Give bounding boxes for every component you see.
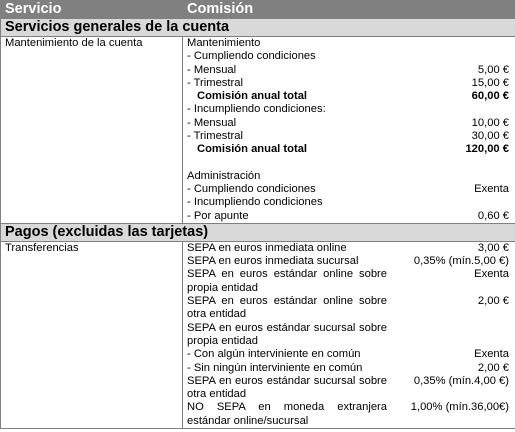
fee-line-value: 30,00 € [471, 130, 509, 143]
fee-line-value: Exenta [474, 268, 509, 281]
fee-line-value: 15,00 € [471, 76, 509, 89]
fee-line-value: 0,35% (mín.5,00 €) [413, 255, 509, 268]
fee-line-value: 5,00 € [477, 63, 509, 76]
fee-line-value [509, 196, 511, 209]
fee-line-label: SEPA en euros estándar online sobre otra… [187, 295, 387, 321]
fee-line-label: SEPA en euros estándar sucursal sobre pr… [187, 321, 387, 347]
fee-line: Comisión anual total 120,00 € [187, 143, 511, 156]
fee-line-label: - Incumpliendo condiciones [187, 196, 323, 209]
service-name: Mantenimiento de la cuenta [0, 36, 183, 224]
fee-line: - Sin ningún interviniente en común 2,00 … [187, 362, 511, 375]
fee-line-label: - Incumpliendo condiciones: [187, 103, 326, 116]
fee-line-label: - Trimestral [187, 76, 243, 89]
fee-line: SEPA en euros inmediata online 3,00 € [187, 242, 511, 255]
section-title: Pagos (excluidas las tarjetas) [0, 222, 515, 242]
fee-line: - Por apunte 0,60 € [187, 210, 511, 223]
fee-line-label: Mantenimiento [187, 37, 261, 49]
fee-line-label: - Cumpliendo condiciones [187, 50, 316, 63]
fee-line-value: Exenta [474, 348, 509, 361]
fee-line: Mantenimiento [187, 37, 511, 50]
fee-line-label: - Mensual [187, 116, 237, 129]
fee-line-label: SEPA en euros inmediata sucursal [187, 255, 359, 268]
fee-line-value [509, 322, 511, 349]
fee-line-label: - Con algún interviniente en común [187, 348, 361, 361]
fee-line: SEPA en euros estándar sucursal sobre pr… [187, 322, 511, 349]
fee-line-label: NO SEPA en moneda extranjera estándar on… [187, 401, 387, 427]
fee-line-value: 2,00 € [477, 361, 509, 374]
fee-line-value [509, 170, 511, 183]
fee-line-value: 60,00 € [471, 90, 509, 103]
fee-line: SEPA en euros estándar sucursal sobre ot… [187, 375, 511, 402]
header-fee: Comisión [182, 0, 515, 19]
fee-line-value [509, 37, 511, 50]
fee-line-value: 10,00 € [471, 116, 509, 129]
fee-line-label: - Trimestral [187, 130, 243, 143]
section-title: Servicios generales de la cuenta [0, 18, 515, 37]
fee-line-value: 3,00 € [477, 241, 509, 254]
fee-line-label: Comisión anual total [197, 143, 308, 156]
header-service: Servicio [0, 0, 183, 19]
fee-line-value: 0,60 € [477, 209, 509, 222]
table-row: Transferencias SEPA en euros inmediata on… [0, 240, 515, 430]
fee-line-label: - Por apunte [187, 209, 249, 222]
fee-line: - Mensual 5,00 € [187, 64, 511, 77]
fee-line: SEPA en euros inmediata sucursal 0,35% (m… [187, 255, 511, 268]
fee-details: SEPA en euros inmediata online 3,00 € SEPA… [182, 240, 515, 430]
service-name: Transferencias [0, 240, 183, 430]
fee-line-label: SEPA en euros inmediata online [187, 241, 347, 254]
section-header-row: Pagos (excluidas las tarjetas) [0, 222, 515, 242]
table-header-row: Servicio Comisión [0, 0, 515, 19]
fee-line: - Incumpliendo condiciones [187, 196, 511, 209]
spacer [187, 157, 511, 170]
fee-line: Administración [187, 170, 511, 183]
fee-line-value: 0,35% (mín.4,00 €) [413, 374, 509, 387]
fee-line: SEPA en euros estándar online sobre otra… [187, 295, 511, 322]
fee-line: - Cumpliendo condiciones [187, 50, 511, 63]
fee-line: - Cumpliendo condiciones Exenta [187, 183, 511, 196]
fee-line: - Con algún interviniente en común Exenta [187, 348, 511, 361]
fee-line-value [509, 50, 511, 63]
fee-line: Comisión anual total 60,00 € [187, 90, 511, 103]
fee-details: Mantenimiento - Cumpliendo condiciones - M… [182, 36, 515, 224]
fee-line-value: 2,00 € [477, 295, 509, 308]
fee-line-label: Comisión anual total [197, 90, 308, 103]
section-header-row: Servicios generales de la cuenta [0, 18, 515, 37]
fee-line-label: - Mensual [187, 63, 237, 76]
fee-line-value: Exenta [474, 182, 509, 195]
fee-line: SEPA en euros estándar online sobre prop… [187, 268, 511, 295]
fee-line: - Incumpliendo condiciones: [187, 103, 511, 116]
fee-line-value [509, 103, 511, 116]
fee-line-label: - Sin ningún interviniente en común [187, 361, 363, 374]
fee-line: NO SEPA en moneda extranjera estándar on… [187, 401, 511, 428]
fee-line: - Trimestral 15,00 € [187, 77, 511, 90]
fee-line-value: 1,00% (mín.36,00€) [410, 401, 509, 414]
fee-line-value: 120,00 € [465, 143, 509, 156]
fee-line-label: - Cumpliendo condiciones [187, 182, 316, 195]
fee-line-label: SEPA en euros estándar sucursal sobre ot… [187, 374, 387, 401]
fee-line-label: Administración [187, 169, 261, 182]
fee-line: - Trimestral 30,00 € [187, 130, 511, 143]
table-row: Mantenimiento de la cuenta Mantenimiento -… [0, 36, 515, 224]
fee-line-label: SEPA en euros estándar online sobre prop… [187, 268, 387, 294]
fee-line: - Mensual 10,00 € [187, 117, 511, 130]
